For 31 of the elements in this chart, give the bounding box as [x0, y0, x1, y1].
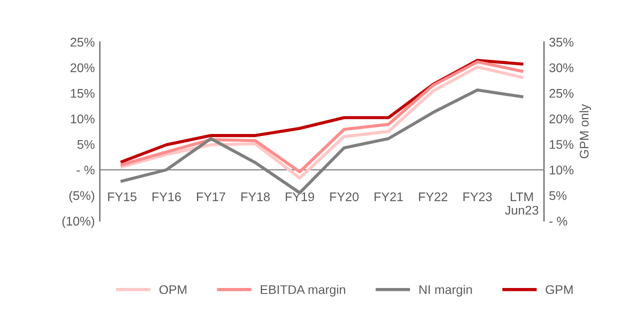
x-tick-label: FY16: [152, 192, 181, 202]
x-tick-label: FY15: [108, 192, 136, 202]
x-tick-label: FY20: [330, 192, 359, 202]
y-tick-label: 10%: [70, 114, 95, 124]
x-tick-label: FY21: [374, 192, 403, 202]
y-tick-label: 15%: [70, 88, 95, 98]
y-tick-label: - %: [76, 166, 95, 174]
legend-label: EBITDA margin: [260, 284, 346, 297]
legend-label: NI margin: [419, 284, 472, 297]
y2-tick-label: 20%: [549, 114, 574, 124]
x-tick-label: FY17: [196, 192, 226, 202]
y2-tick-label: 5%: [549, 191, 566, 200]
y-tick-label: 20%: [70, 63, 95, 72]
y-tick-label: 5%: [77, 140, 95, 149]
legend-label: GPM: [546, 285, 573, 294]
y-tick-label: (5%): [69, 190, 94, 202]
y2-tick-label: 30%: [549, 63, 574, 72]
x-tick-label: FY19: [286, 192, 314, 202]
y2-tick-label: 35%: [549, 38, 574, 47]
x-tick-label: FY23: [463, 192, 492, 202]
y-tick-label: (10%): [62, 216, 94, 228]
x-tick-label: LTM Jun23: [504, 192, 538, 215]
legend-label: OPM: [159, 285, 186, 294]
x-tick-label: FY18: [241, 192, 270, 202]
y2-tick-label: 15%: [550, 140, 574, 149]
y2-axis-title: GPM only: [579, 104, 592, 158]
y-tick-label: 25%: [70, 38, 95, 47]
y2-tick-label: 25%: [549, 88, 574, 98]
y2-tick-label: - %: [549, 216, 568, 226]
x-tick-label: FY22: [419, 192, 448, 202]
y2-tick-label: 10%: [550, 166, 574, 174]
